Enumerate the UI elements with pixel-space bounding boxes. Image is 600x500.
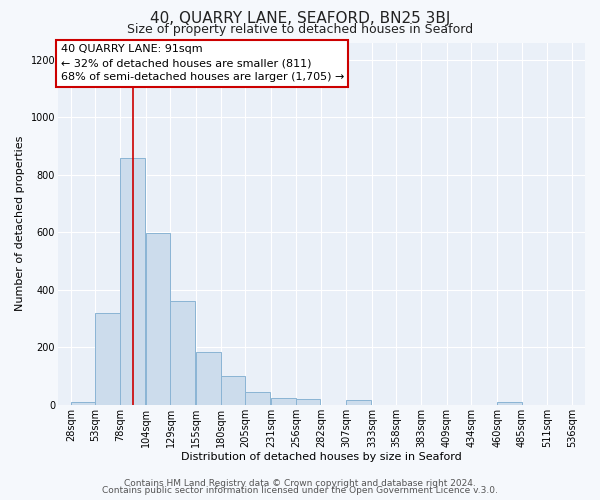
Text: 40, QUARRY LANE, SEAFORD, BN25 3BJ: 40, QUARRY LANE, SEAFORD, BN25 3BJ <box>150 11 450 26</box>
Bar <box>71 402 95 405</box>
Text: 40 QUARRY LANE: 91sqm
← 32% of detached houses are smaller (811)
68% of semi-det: 40 QUARRY LANE: 91sqm ← 32% of detached … <box>61 44 344 82</box>
Bar <box>296 399 320 405</box>
Bar <box>497 402 522 405</box>
Bar <box>196 352 221 405</box>
Bar <box>346 400 371 405</box>
Bar <box>271 398 296 405</box>
X-axis label: Distribution of detached houses by size in Seaford: Distribution of detached houses by size … <box>181 452 462 462</box>
Y-axis label: Number of detached properties: Number of detached properties <box>15 136 25 312</box>
Bar <box>146 233 170 405</box>
Text: Contains public sector information licensed under the Open Government Licence v.: Contains public sector information licen… <box>102 486 498 495</box>
Text: Size of property relative to detached houses in Seaford: Size of property relative to detached ho… <box>127 22 473 36</box>
Bar <box>95 314 120 405</box>
Text: Contains HM Land Registry data © Crown copyright and database right 2024.: Contains HM Land Registry data © Crown c… <box>124 478 476 488</box>
Bar <box>245 392 270 405</box>
Bar <box>170 302 195 405</box>
Bar <box>221 376 245 405</box>
Bar <box>120 158 145 405</box>
